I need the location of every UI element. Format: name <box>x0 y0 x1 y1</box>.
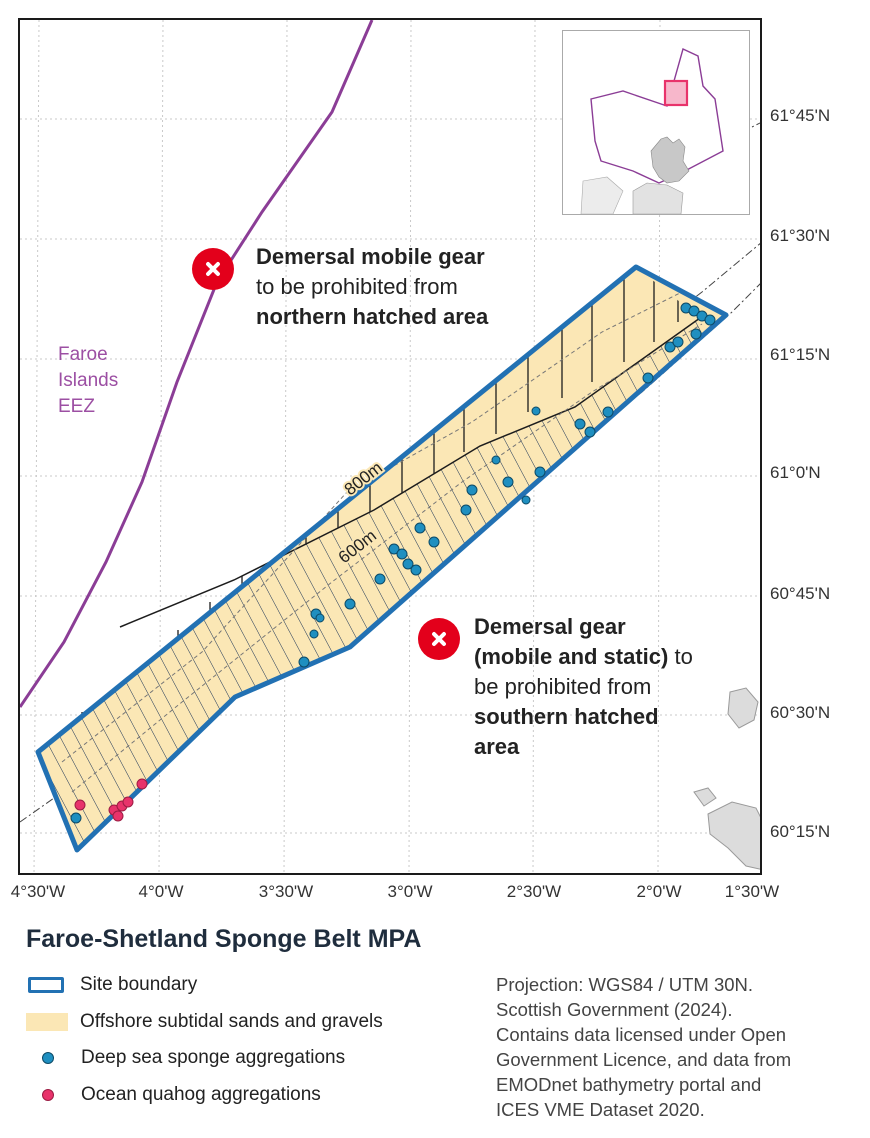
sponge-point <box>410 564 422 576</box>
legend-swatch-quahog-dot <box>42 1089 54 1101</box>
sponge-point <box>602 406 614 418</box>
legend-swatch-sponge-dot <box>42 1052 54 1064</box>
legend-swatch-sand <box>26 1013 68 1031</box>
credit-line: EMODnet bathymetry portal and <box>496 1074 762 1095</box>
lon-label-2-30: 2°30'W <box>506 882 562 901</box>
lat-label-61-30: 61°30'N <box>770 226 831 245</box>
lat-label-60-30: 60°30'N <box>770 703 831 722</box>
annotation-north: Demersal mobile gear to be prohibited fr… <box>256 242 488 332</box>
legend-item-sponge: Deep sea sponge aggregations <box>26 1046 345 1070</box>
annotation-south-line4: southern hatched <box>474 704 659 729</box>
credit-line: Contains data licensed under Open <box>496 1024 787 1045</box>
credits: Projection: WGS84 / UTM 30N. Scottish Go… <box>496 972 864 1122</box>
sponge-point <box>584 426 596 438</box>
sponge-point <box>491 455 501 465</box>
lon-label-4-0: 4°0'W <box>138 882 184 901</box>
sponge-point <box>521 495 531 505</box>
shetland-land <box>693 687 760 870</box>
sponge-point <box>466 484 478 496</box>
sponge-point <box>460 504 472 516</box>
lon-label-3-30: 3°30'W <box>258 882 314 901</box>
contour-800 <box>61 291 683 763</box>
prohibited-x-icon-south <box>418 618 460 660</box>
sponge-point <box>531 406 541 416</box>
sponge-point <box>402 558 414 570</box>
sponge-aggregations <box>70 302 716 824</box>
legend-label: Deep sea sponge aggregations <box>81 1047 346 1068</box>
depth-contours <box>61 291 703 793</box>
eez-label-line: Islands <box>58 370 119 391</box>
sponge-point <box>534 466 546 478</box>
annotation-south-line3: be prohibited from <box>474 674 652 699</box>
sponge-point <box>70 812 82 824</box>
map-title: Faroe-Shetland Sponge Belt MPA <box>26 925 422 953</box>
quahog-aggregations <box>74 778 148 822</box>
lat-label-61-0: 61°0'N <box>770 463 821 482</box>
sponge-point <box>574 418 586 430</box>
legend-item-site-boundary: Site boundary <box>26 973 197 997</box>
sponge-point <box>502 476 514 488</box>
credit-line: Scottish Government (2024). <box>496 999 733 1020</box>
eez-line <box>20 20 374 708</box>
annotation-north-line1: Demersal mobile gear <box>256 244 485 269</box>
prohibited-x-icon-north <box>192 248 234 290</box>
eez-label: Faroe Islands EEZ <box>58 342 118 420</box>
sponge-point <box>688 305 700 317</box>
sponge-point <box>414 522 426 534</box>
eez-label-line: EEZ <box>58 396 95 417</box>
lon-label-4-30: 4°30'W <box>10 882 66 901</box>
sponge-point <box>396 548 408 560</box>
sponge-point <box>690 328 702 340</box>
legend-swatch-boundary <box>28 977 64 993</box>
quahog-point <box>122 796 134 808</box>
sponge-point <box>298 656 310 668</box>
credit-line: Projection: WGS84 / UTM 30N. <box>496 974 754 995</box>
inset-ireland-land <box>580 176 624 215</box>
lat-label-60-45: 60°45'N <box>770 584 831 603</box>
lat-label-60-15: 60°15'N <box>770 822 831 841</box>
inset-highlight-box <box>663 79 689 107</box>
quahog-point <box>74 799 86 811</box>
legend-item-quahog: Ocean quahog aggregations <box>26 1083 321 1107</box>
inset-locator-map <box>562 30 750 215</box>
credit-line: ICES VME Dataset 2020. <box>496 1099 705 1120</box>
map-canvas: 800m 600m <box>20 20 760 873</box>
lon-label-1-30: 1°30'W <box>724 882 780 901</box>
sponge-point <box>672 336 684 348</box>
legend-label: Offshore subtidal sands and gravels <box>80 1011 383 1032</box>
lat-label-61-45: 61°45'N <box>770 106 831 125</box>
annotation-south-line2-rest: to <box>668 644 693 669</box>
annotation-north-line2: to be prohibited from <box>256 274 458 299</box>
zone-split-line <box>119 317 701 628</box>
lat-label-61-15: 61°15'N <box>770 345 831 364</box>
inset-svg <box>580 48 724 215</box>
eez-label-line: Faroe <box>58 344 108 365</box>
contour-600 <box>71 323 703 793</box>
sponge-point <box>309 629 319 639</box>
inset-england-land <box>632 182 684 215</box>
legend-label: Site boundary <box>80 974 198 995</box>
annotation-south-line2-bold: (mobile and static) <box>474 644 669 669</box>
sponge-point <box>428 536 440 548</box>
inset-scotland-land <box>650 136 690 184</box>
sponge-point <box>374 573 386 585</box>
credit-line: Government Licence, and data from <box>496 1049 792 1070</box>
quahog-point <box>136 778 148 790</box>
sponge-point <box>388 543 400 555</box>
sponge-point <box>704 314 716 326</box>
quahog-point <box>112 810 124 822</box>
annotation-south-line1: Demersal gear <box>474 614 626 639</box>
lon-label-2-0: 2°0'W <box>636 882 682 901</box>
lon-label-3-0: 3°0'W <box>387 882 433 901</box>
annotation-south-line5: area <box>474 734 520 759</box>
sponge-point <box>344 598 356 610</box>
legend-label: Ocean quahog aggregations <box>81 1084 321 1105</box>
sponge-point <box>315 613 325 623</box>
site-boundary <box>35 264 729 853</box>
sponge-point <box>664 341 676 353</box>
legend-item-sands: Offshore subtidal sands and gravels <box>26 1010 383 1034</box>
annotation-north-line3: northern hatched area <box>256 304 489 329</box>
sponge-point <box>642 372 654 384</box>
annotation-south: Demersal gear (mobile and static) to be … <box>474 612 693 762</box>
